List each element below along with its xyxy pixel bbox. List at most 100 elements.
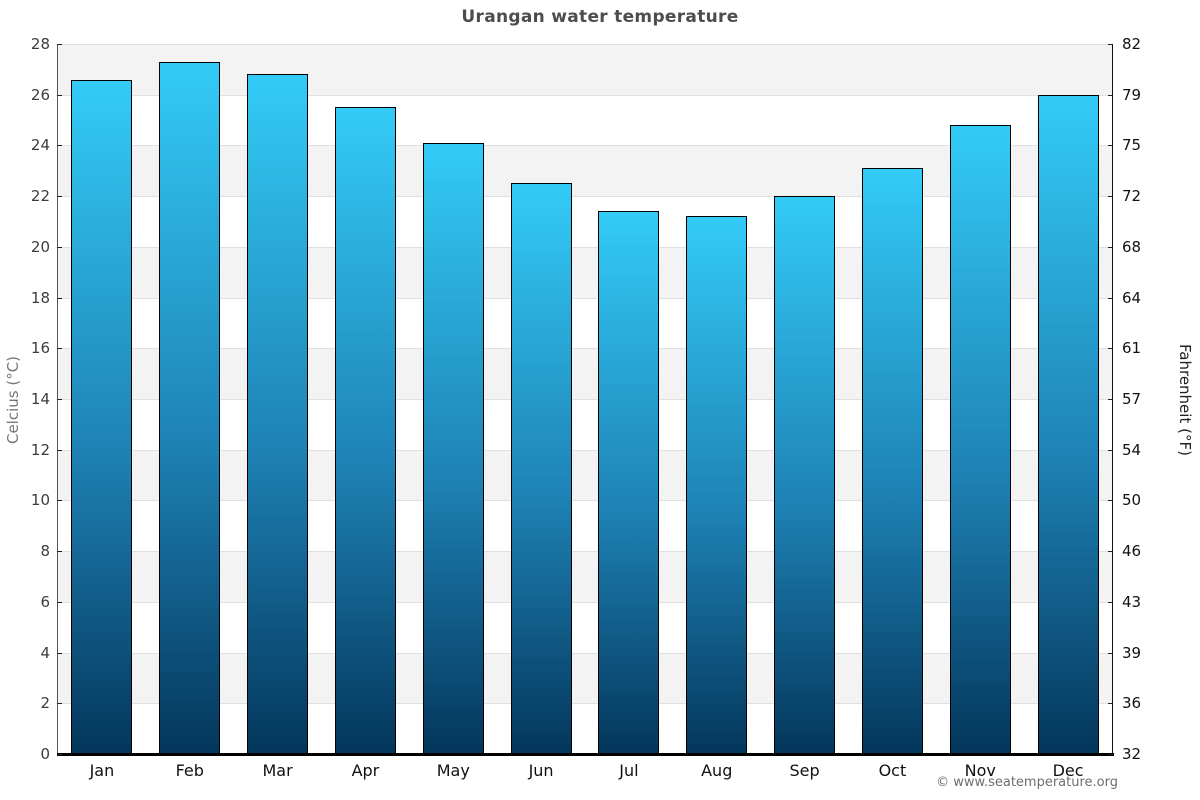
y-tick-mark-right — [1108, 297, 1113, 299]
y-tick-label-celsius: 22 — [30, 187, 50, 206]
y-tick-mark-right — [1108, 348, 1113, 350]
y-tick-label-celsius: 10 — [30, 491, 50, 510]
y-tick-mark-right — [1108, 44, 1113, 45]
gridline — [58, 652, 1112, 654]
x-axis-line — [57, 753, 1114, 756]
y-tick-label-celsius: 8 — [40, 542, 50, 561]
bar-jul — [598, 211, 660, 754]
y-tick-label-fahrenheit: 61 — [1122, 339, 1142, 358]
y-tick-mark-right — [1108, 145, 1113, 147]
y-tick-mark-left — [57, 94, 62, 96]
y-tick-label-celsius: 20 — [30, 237, 50, 256]
bar-oct — [861, 168, 923, 754]
y-tick-label-fahrenheit: 39 — [1122, 643, 1142, 662]
bar-nov — [949, 125, 1011, 754]
x-tick-label-may: May — [436, 761, 470, 780]
y-axis-title-fahrenheit: Fahrenheit (°F) — [1176, 344, 1194, 456]
y-tick-mark-right — [1108, 551, 1113, 553]
x-tick-label-nov: Nov — [964, 761, 996, 780]
y-tick-label-celsius: 2 — [40, 694, 50, 713]
y-tick-mark-right — [1108, 500, 1113, 502]
x-tick-label-mar: Mar — [262, 761, 293, 780]
y-tick-label-celsius: 26 — [30, 85, 50, 104]
y-tick-mark-right — [1108, 449, 1113, 451]
y-tick-label-fahrenheit: 64 — [1122, 288, 1142, 307]
y-tick-mark-right — [1108, 399, 1113, 400]
gridline — [58, 449, 1112, 451]
y-tick-mark-left — [57, 297, 62, 299]
y-tick-mark-left — [57, 754, 62, 755]
bar-sep — [774, 196, 836, 754]
background-band — [58, 94, 1112, 146]
bar-dec — [1037, 94, 1099, 754]
bar-mar — [247, 74, 309, 754]
y-tick-mark-left — [57, 399, 62, 400]
background-band — [58, 196, 1112, 247]
y-tick-mark-right — [1108, 652, 1113, 654]
y-tick-mark-right — [1108, 703, 1113, 705]
y-tick-mark-left — [57, 652, 62, 654]
y-tick-mark-left — [57, 449, 62, 451]
x-tick-label-aug: Aug — [701, 761, 733, 780]
gridline — [58, 145, 1112, 147]
gridline — [58, 703, 1112, 705]
y-tick-label-celsius: 18 — [30, 288, 50, 307]
copyright-credit: © www.seatemperature.org — [936, 775, 1118, 790]
y-tick-label-fahrenheit: 68 — [1122, 237, 1142, 256]
x-tick-label-dec: Dec — [1052, 761, 1084, 780]
gridline — [58, 246, 1112, 248]
y-tick-mark-left — [57, 551, 62, 553]
y-tick-mark-left — [57, 196, 62, 198]
y-tick-label-celsius: 16 — [30, 339, 50, 358]
gridline — [58, 500, 1112, 502]
background-band — [58, 348, 1112, 399]
y-tick-mark-left — [57, 703, 62, 705]
y-tick-mark-right — [1108, 601, 1113, 603]
chart-title: Urangan water temperature — [461, 7, 739, 27]
background-band — [58, 399, 1112, 450]
bar-may — [422, 142, 484, 754]
gridline — [58, 297, 1112, 299]
gridline — [58, 348, 1112, 350]
y-tick-label-celsius: 24 — [30, 136, 50, 155]
y-tick-label-fahrenheit: 54 — [1122, 440, 1142, 459]
x-tick-label-sep: Sep — [789, 761, 820, 780]
x-tick-label-jan: Jan — [89, 761, 115, 780]
bar-aug — [686, 216, 748, 754]
y-tick-mark-left — [57, 500, 62, 502]
y-tick-mark-left — [57, 246, 62, 248]
y-tick-label-fahrenheit: 43 — [1122, 592, 1142, 611]
y-tick-label-celsius: 6 — [40, 592, 50, 611]
x-tick-label-apr: Apr — [351, 761, 380, 780]
x-tick-label-jun: Jun — [528, 761, 554, 780]
y-tick-label-fahrenheit: 79 — [1122, 85, 1142, 104]
y-tick-label-fahrenheit: 36 — [1122, 694, 1142, 713]
background-band — [58, 297, 1112, 349]
bar-apr — [334, 107, 396, 754]
y-tick-label-celsius: 14 — [30, 390, 50, 408]
gridline — [58, 601, 1112, 603]
gridline — [58, 44, 1112, 45]
background-band — [58, 703, 1112, 754]
y-tick-mark-right — [1108, 754, 1113, 755]
x-tick-label-oct: Oct — [878, 761, 907, 780]
y-tick-label-celsius: 28 — [30, 35, 50, 53]
y-tick-mark-right — [1108, 246, 1113, 248]
y-tick-label-fahrenheit: 46 — [1122, 542, 1142, 561]
bar-feb — [159, 61, 221, 754]
background-band — [58, 551, 1112, 602]
y-tick-mark-right — [1108, 94, 1113, 96]
plot-area — [58, 44, 1112, 754]
y-tick-label-celsius: 12 — [30, 440, 50, 459]
background-band — [58, 246, 1112, 298]
background-band — [58, 145, 1112, 197]
background-band — [58, 652, 1112, 704]
y-tick-label-celsius: 0 — [40, 745, 50, 763]
y-tick-mark-right — [1108, 196, 1113, 198]
x-tick-label-jul: Jul — [619, 761, 639, 780]
background-band — [58, 449, 1112, 501]
background-band — [58, 601, 1112, 653]
bar-jan — [71, 79, 133, 754]
bar-jun — [510, 183, 572, 754]
